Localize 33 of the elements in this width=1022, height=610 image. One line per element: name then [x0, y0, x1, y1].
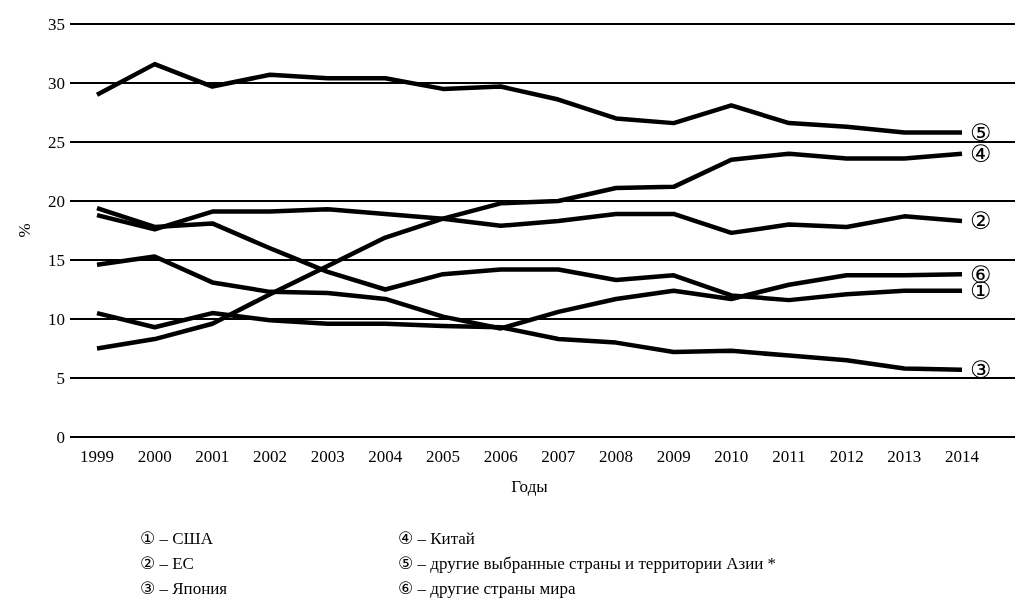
x-tick-label: 2004: [368, 447, 403, 466]
y-axis-title: %: [15, 223, 34, 238]
x-tick-label: 1999: [80, 447, 114, 466]
y-tick-label: 30: [48, 73, 65, 93]
text: ② – ЕС: [140, 553, 194, 573]
x-tick-label: 2001: [195, 447, 230, 466]
y-tick-label: 25: [48, 132, 65, 152]
x-tick-label: 2010: [714, 447, 749, 466]
y-tick-label: 10: [48, 309, 65, 329]
x-tick-label: 2005: [426, 447, 460, 466]
y-tick-label: 35: [48, 14, 65, 34]
x-tick-label: 2009: [656, 447, 691, 466]
y-tick-label: 15: [48, 250, 65, 270]
x-tick-label: 2002: [253, 447, 287, 466]
y-tick-label: 20: [48, 191, 65, 211]
text: ⑥ – другие страны мира: [398, 578, 576, 598]
series-label: ②: [970, 207, 992, 236]
text: ③ – Япония: [140, 578, 228, 598]
y-tick-label: 0: [56, 427, 65, 447]
x-tick-label: 2006: [483, 447, 518, 466]
text: ① – США: [140, 528, 214, 548]
x-tick-label: 2000: [137, 447, 172, 466]
x-tick-label: 2003: [310, 447, 345, 466]
y-tick-label: 5: [56, 368, 65, 388]
x-tick-label: 2013: [887, 447, 922, 466]
text: ④ – Китай: [398, 528, 475, 548]
x-axis-title: Годы: [511, 477, 549, 496]
x-tick-label: 2008: [599, 447, 633, 466]
x-tick-label: 2007: [541, 447, 576, 466]
text: ⑤ – другие выбранные страны и территории Азии *: [398, 553, 777, 573]
x-tick-label: 2011: [772, 447, 806, 466]
x-tick-label: 2012: [829, 447, 864, 466]
x-tick-label: 2014: [945, 447, 980, 466]
